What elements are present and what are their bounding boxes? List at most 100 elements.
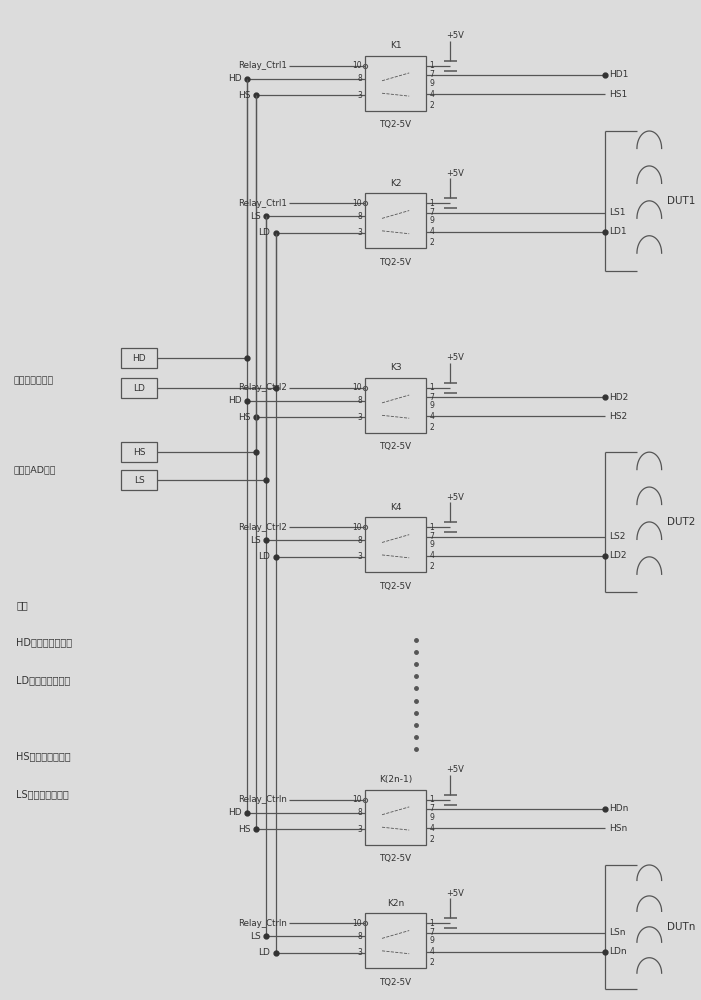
Text: 4: 4 xyxy=(429,90,434,99)
Text: HD2: HD2 xyxy=(609,393,628,402)
Text: TQ2-5V: TQ2-5V xyxy=(380,258,411,267)
Text: 4: 4 xyxy=(429,227,434,236)
Text: LD: LD xyxy=(258,552,270,561)
Text: LS: LS xyxy=(134,476,144,485)
Text: DUTn: DUTn xyxy=(667,922,695,932)
Text: HS1: HS1 xyxy=(609,90,627,99)
Text: HD: HD xyxy=(228,396,241,405)
Text: 7: 7 xyxy=(429,928,434,937)
Text: +5V: +5V xyxy=(446,169,463,178)
Text: LD: LD xyxy=(133,384,145,393)
Text: +5V: +5V xyxy=(446,31,463,40)
Text: DUT1: DUT1 xyxy=(667,196,695,206)
Text: Relay_Ctrln: Relay_Ctrln xyxy=(238,919,287,928)
Text: 9: 9 xyxy=(429,813,434,822)
Bar xyxy=(365,193,426,248)
Text: 10: 10 xyxy=(353,199,362,208)
Text: LD：电流驱动低端: LD：电流驱动低端 xyxy=(16,676,71,686)
Text: 2: 2 xyxy=(429,835,434,844)
Text: Relay_Ctrl2: Relay_Ctrl2 xyxy=(238,383,287,392)
Text: TQ2-5V: TQ2-5V xyxy=(380,120,411,129)
Text: HD: HD xyxy=(228,808,241,817)
Text: +5V: +5V xyxy=(446,889,463,898)
Text: HD: HD xyxy=(132,354,146,363)
Text: 7: 7 xyxy=(429,70,434,79)
Text: K3: K3 xyxy=(390,363,402,372)
Text: LS: LS xyxy=(250,536,261,545)
Text: 4: 4 xyxy=(429,551,434,560)
Text: DUT2: DUT2 xyxy=(667,517,695,527)
Text: LD2: LD2 xyxy=(609,551,626,560)
Text: 1: 1 xyxy=(429,383,434,392)
Text: 2: 2 xyxy=(429,423,434,432)
Text: LS2: LS2 xyxy=(609,532,625,541)
Text: HS: HS xyxy=(238,825,251,834)
Text: K(2n-1): K(2n-1) xyxy=(379,775,412,784)
Text: 1: 1 xyxy=(429,199,434,208)
Text: 8: 8 xyxy=(358,74,362,83)
Text: 1: 1 xyxy=(429,523,434,532)
Text: 4: 4 xyxy=(429,824,434,833)
Bar xyxy=(121,378,157,398)
Text: TQ2-5V: TQ2-5V xyxy=(380,442,411,451)
Text: Relay_Ctrln: Relay_Ctrln xyxy=(238,795,287,804)
Text: 8: 8 xyxy=(358,396,362,405)
Text: 7: 7 xyxy=(429,532,434,541)
Text: 2: 2 xyxy=(429,238,434,247)
Text: 2: 2 xyxy=(429,101,434,110)
Text: 2: 2 xyxy=(429,562,434,571)
Text: HD: HD xyxy=(228,74,241,83)
Text: 10: 10 xyxy=(353,383,362,392)
Text: 9: 9 xyxy=(429,401,434,410)
Text: HD1: HD1 xyxy=(609,70,628,79)
Text: 8: 8 xyxy=(358,932,362,941)
Text: LS1: LS1 xyxy=(609,208,625,217)
Text: HS2: HS2 xyxy=(609,412,627,421)
Text: 1: 1 xyxy=(429,61,434,70)
Text: 3: 3 xyxy=(357,228,362,237)
Bar xyxy=(121,348,157,368)
Text: K2n: K2n xyxy=(387,899,404,908)
Text: TQ2-5V: TQ2-5V xyxy=(380,854,411,863)
Bar xyxy=(365,56,426,111)
Text: 8: 8 xyxy=(358,808,362,817)
Text: 3: 3 xyxy=(357,552,362,561)
Bar xyxy=(121,442,157,462)
Text: 1: 1 xyxy=(429,795,434,804)
Text: 来自恒流源部分: 来自恒流源部分 xyxy=(14,376,54,385)
Text: HS: HS xyxy=(238,413,251,422)
Text: LDn: LDn xyxy=(609,947,627,956)
Bar xyxy=(365,913,426,968)
Text: HSn: HSn xyxy=(609,824,627,833)
Text: 10: 10 xyxy=(353,61,362,70)
Text: 输出给AD部分: 输出给AD部分 xyxy=(14,466,56,475)
Text: HDn: HDn xyxy=(609,804,628,813)
Text: HS: HS xyxy=(238,91,251,100)
Text: 7: 7 xyxy=(429,393,434,402)
Text: LSn: LSn xyxy=(609,928,625,937)
Text: LD: LD xyxy=(258,948,270,957)
Text: HS：电流采样高端: HS：电流采样高端 xyxy=(16,751,71,761)
Text: 3: 3 xyxy=(357,413,362,422)
Text: +5V: +5V xyxy=(446,765,463,774)
Text: 7: 7 xyxy=(429,804,434,813)
Text: LS：电流采样低端: LS：电流采样低端 xyxy=(16,789,69,799)
Text: 2: 2 xyxy=(429,958,434,967)
Text: Relay_Ctrl1: Relay_Ctrl1 xyxy=(238,199,287,208)
Text: 4: 4 xyxy=(429,412,434,421)
Bar xyxy=(365,378,426,433)
Text: LS: LS xyxy=(250,212,261,221)
Text: TQ2-5V: TQ2-5V xyxy=(380,978,411,987)
Text: 9: 9 xyxy=(429,216,434,225)
Text: LS: LS xyxy=(250,932,261,941)
Text: 3: 3 xyxy=(357,825,362,834)
Text: K1: K1 xyxy=(390,41,402,50)
Text: +5V: +5V xyxy=(446,493,463,502)
Bar xyxy=(365,517,426,572)
Text: 7: 7 xyxy=(429,208,434,217)
Text: 10: 10 xyxy=(353,795,362,804)
Text: LD: LD xyxy=(258,228,270,237)
Text: 注：: 注： xyxy=(16,600,28,610)
Text: HS: HS xyxy=(133,448,145,457)
Text: 1: 1 xyxy=(429,919,434,928)
